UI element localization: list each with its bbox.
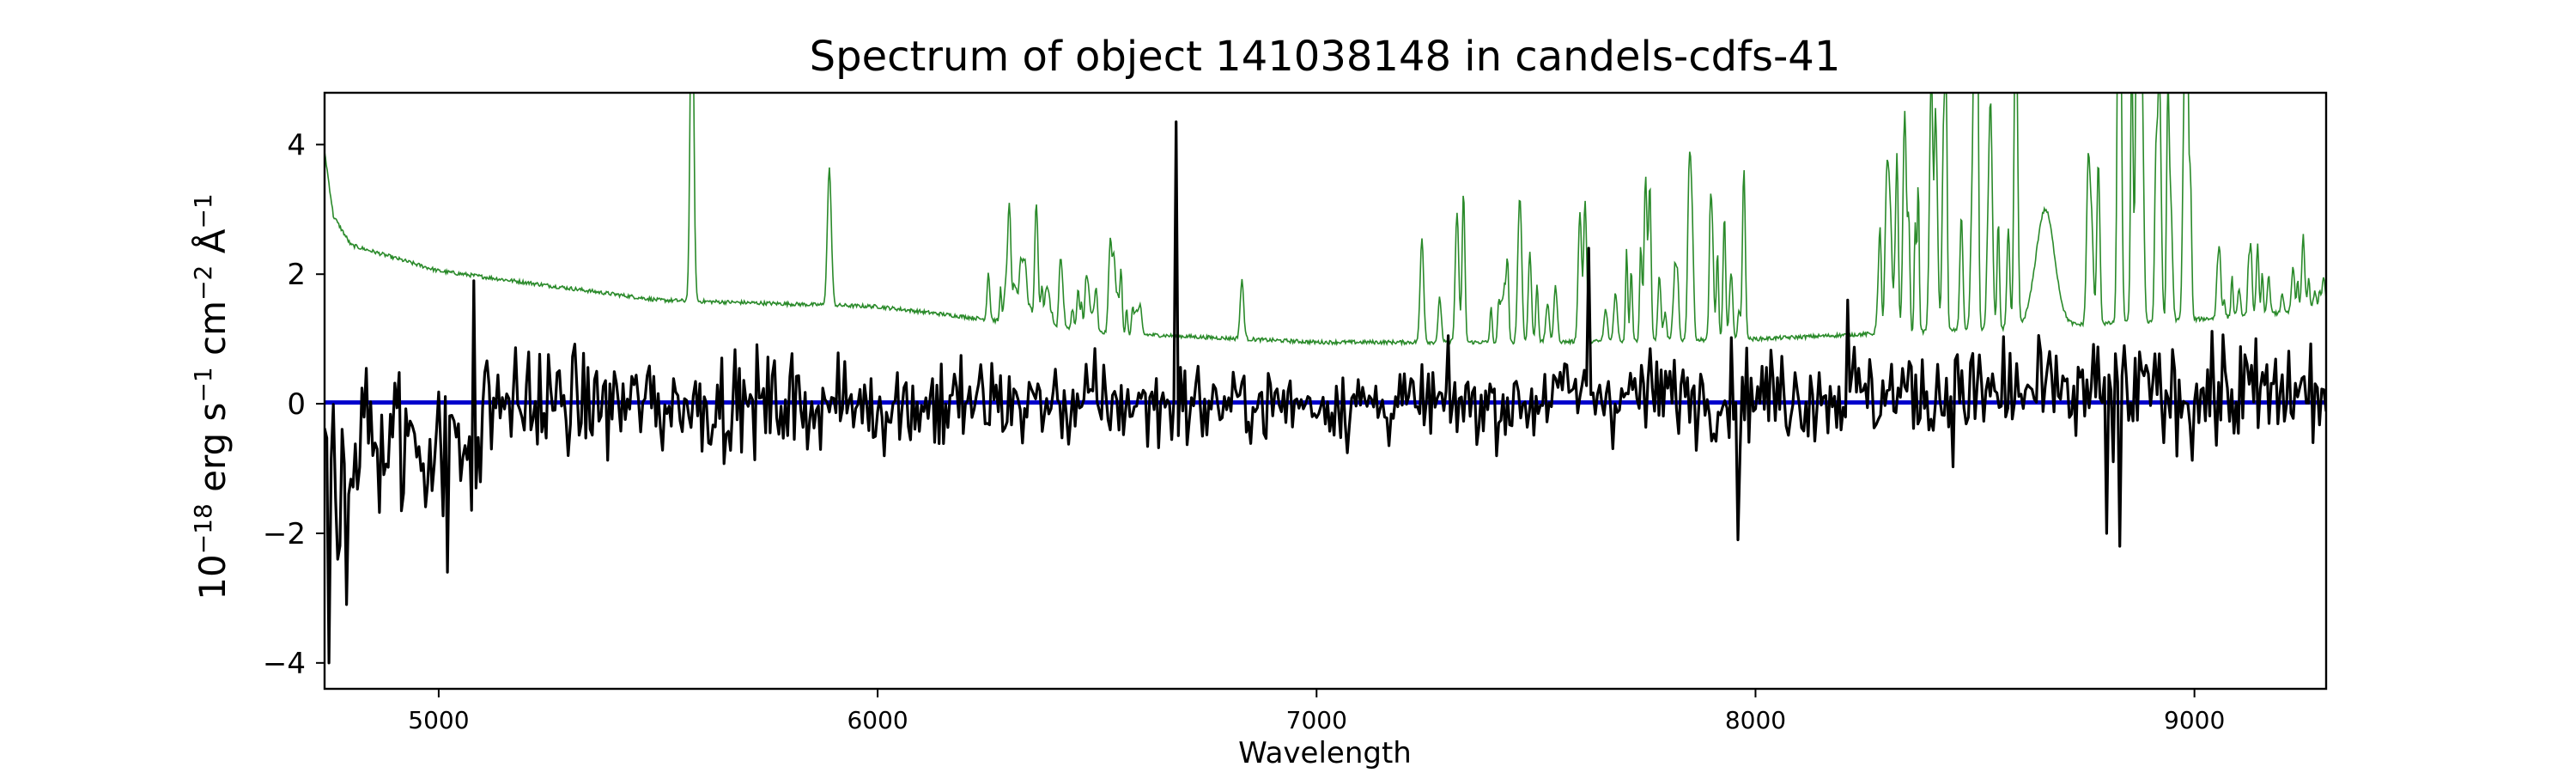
y-tick-label: 2: [287, 258, 306, 292]
y-axis-label: 10−18 erg s−1 cm−2 Å−1: [189, 193, 234, 600]
y-tick-label: −4: [263, 647, 306, 681]
plot-frame: [323, 91, 2328, 691]
sky-spectrum-line: [325, 93, 2326, 347]
x-tick-label: 7000: [1286, 706, 1347, 734]
y-tick-label: 4: [287, 128, 306, 162]
axis-ticks: 5000 6000 7000 8000 9000 −4 −2 0 2 4: [263, 128, 2225, 734]
plot-area: [325, 93, 2326, 665]
x-tick-label: 6000: [847, 706, 908, 734]
y-tick-label: 0: [287, 387, 306, 422]
x-tick-label: 5000: [408, 706, 469, 734]
object-spectrum-line: [325, 120, 2326, 665]
x-axis-label: Wavelength: [1238, 736, 1412, 770]
y-tick-label: −2: [263, 517, 306, 551]
x-tick-label: 8000: [1725, 706, 1786, 734]
chart-title: Spectrum of object 141038148 in candels-…: [810, 33, 1841, 81]
x-tick-label: 9000: [2164, 706, 2225, 734]
